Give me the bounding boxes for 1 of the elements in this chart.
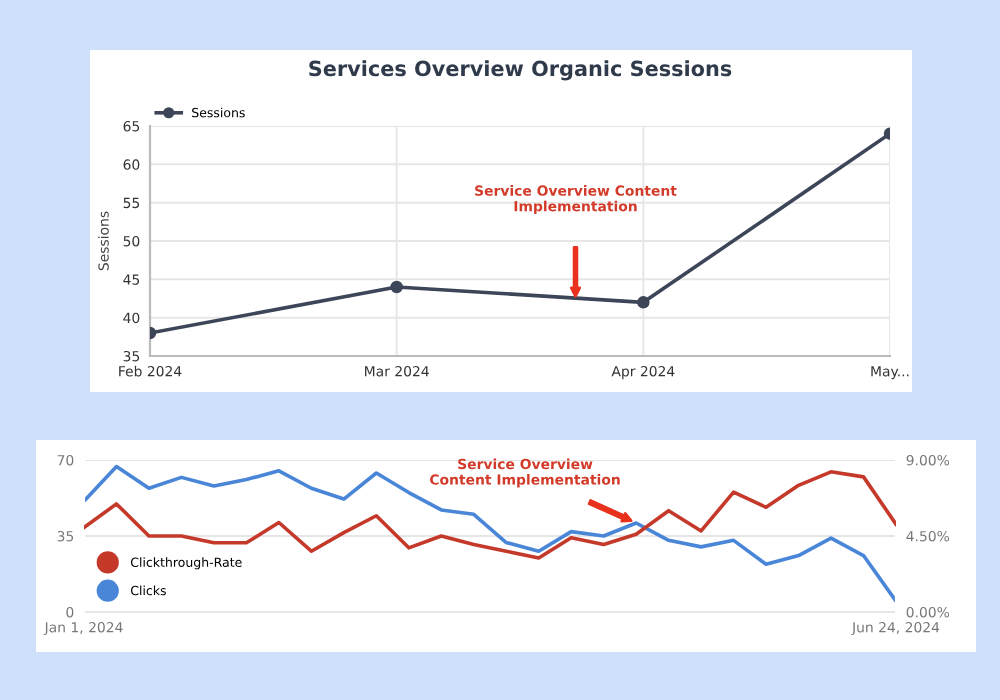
chart-title: Services Overview Organic Sessions [309, 60, 732, 81]
